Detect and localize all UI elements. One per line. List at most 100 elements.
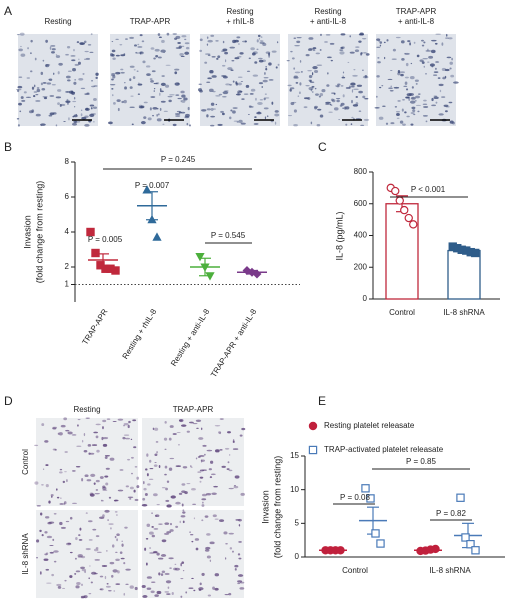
cell xyxy=(102,419,107,423)
cell xyxy=(232,39,237,44)
cell xyxy=(57,585,62,589)
cell xyxy=(43,97,48,100)
cell xyxy=(54,448,57,451)
cell xyxy=(51,48,56,51)
cell xyxy=(258,82,264,85)
cell xyxy=(314,87,317,90)
cell xyxy=(116,538,118,542)
cell xyxy=(268,54,271,58)
cell xyxy=(120,557,125,560)
cell xyxy=(80,595,86,599)
cell xyxy=(89,493,95,497)
cell xyxy=(150,47,155,50)
cell xyxy=(140,120,146,125)
cell xyxy=(404,52,410,55)
cell xyxy=(411,86,414,89)
cell xyxy=(19,110,22,113)
cell xyxy=(449,67,452,70)
cell xyxy=(158,523,163,525)
cell xyxy=(227,67,233,71)
cell xyxy=(49,112,55,116)
cell xyxy=(363,52,367,54)
cell xyxy=(71,434,77,436)
data-point xyxy=(308,445,318,455)
cell xyxy=(130,95,134,97)
cell xyxy=(389,90,394,92)
cell xyxy=(207,77,212,80)
cell xyxy=(182,520,185,524)
cell xyxy=(261,86,264,88)
cell xyxy=(195,419,202,423)
cell xyxy=(161,39,165,44)
cell xyxy=(311,90,314,94)
cell xyxy=(167,95,173,98)
cell xyxy=(297,95,300,97)
cell xyxy=(411,97,415,99)
cell xyxy=(108,523,114,525)
cell xyxy=(116,99,121,102)
cell xyxy=(132,76,136,80)
cell xyxy=(59,471,63,474)
cell xyxy=(245,84,250,88)
cell xyxy=(180,563,182,567)
cell xyxy=(35,94,39,96)
y-tick-label: 5 xyxy=(295,518,300,527)
cell xyxy=(212,108,216,110)
cell xyxy=(188,587,194,589)
cell xyxy=(201,572,205,576)
cell xyxy=(252,74,259,77)
cell xyxy=(185,591,188,594)
y-axis-label: Invasion xyxy=(260,490,270,524)
cell xyxy=(237,574,244,577)
cell xyxy=(41,87,46,91)
cell xyxy=(287,84,292,87)
cell xyxy=(276,41,279,44)
cell xyxy=(91,80,93,82)
cell xyxy=(125,437,130,440)
cell xyxy=(431,97,434,102)
cell xyxy=(44,553,48,556)
cell xyxy=(55,124,58,127)
cell xyxy=(191,577,194,580)
cell xyxy=(93,482,96,485)
data-point xyxy=(404,213,413,223)
cell xyxy=(123,99,127,104)
cell xyxy=(423,41,426,44)
cell xyxy=(142,497,146,501)
cell xyxy=(308,37,314,40)
panel-label: D xyxy=(4,394,13,408)
cell xyxy=(176,431,181,433)
cell xyxy=(376,38,381,41)
cell xyxy=(342,94,345,98)
cell xyxy=(166,593,171,595)
cell xyxy=(215,40,219,42)
cell xyxy=(36,539,40,543)
cell xyxy=(299,60,302,63)
cell xyxy=(217,55,221,59)
cell xyxy=(117,489,124,492)
cell xyxy=(115,558,120,561)
panel-label: C xyxy=(318,140,327,154)
cell xyxy=(274,121,277,125)
cell xyxy=(143,481,145,485)
cell xyxy=(69,575,73,578)
cell xyxy=(50,45,56,47)
cell xyxy=(293,75,298,78)
cell xyxy=(347,61,350,64)
cell xyxy=(164,591,170,593)
cell xyxy=(137,43,140,46)
cell xyxy=(198,589,202,591)
cell xyxy=(139,34,143,37)
cell xyxy=(442,77,446,80)
cell xyxy=(154,515,158,517)
cell xyxy=(23,91,27,94)
cell xyxy=(239,52,244,55)
micrograph xyxy=(142,418,244,506)
cell xyxy=(212,90,216,93)
cell xyxy=(149,78,153,80)
cell xyxy=(113,499,117,502)
cell xyxy=(72,122,77,126)
cell xyxy=(55,54,58,56)
cell xyxy=(166,480,170,484)
cell xyxy=(223,531,228,535)
